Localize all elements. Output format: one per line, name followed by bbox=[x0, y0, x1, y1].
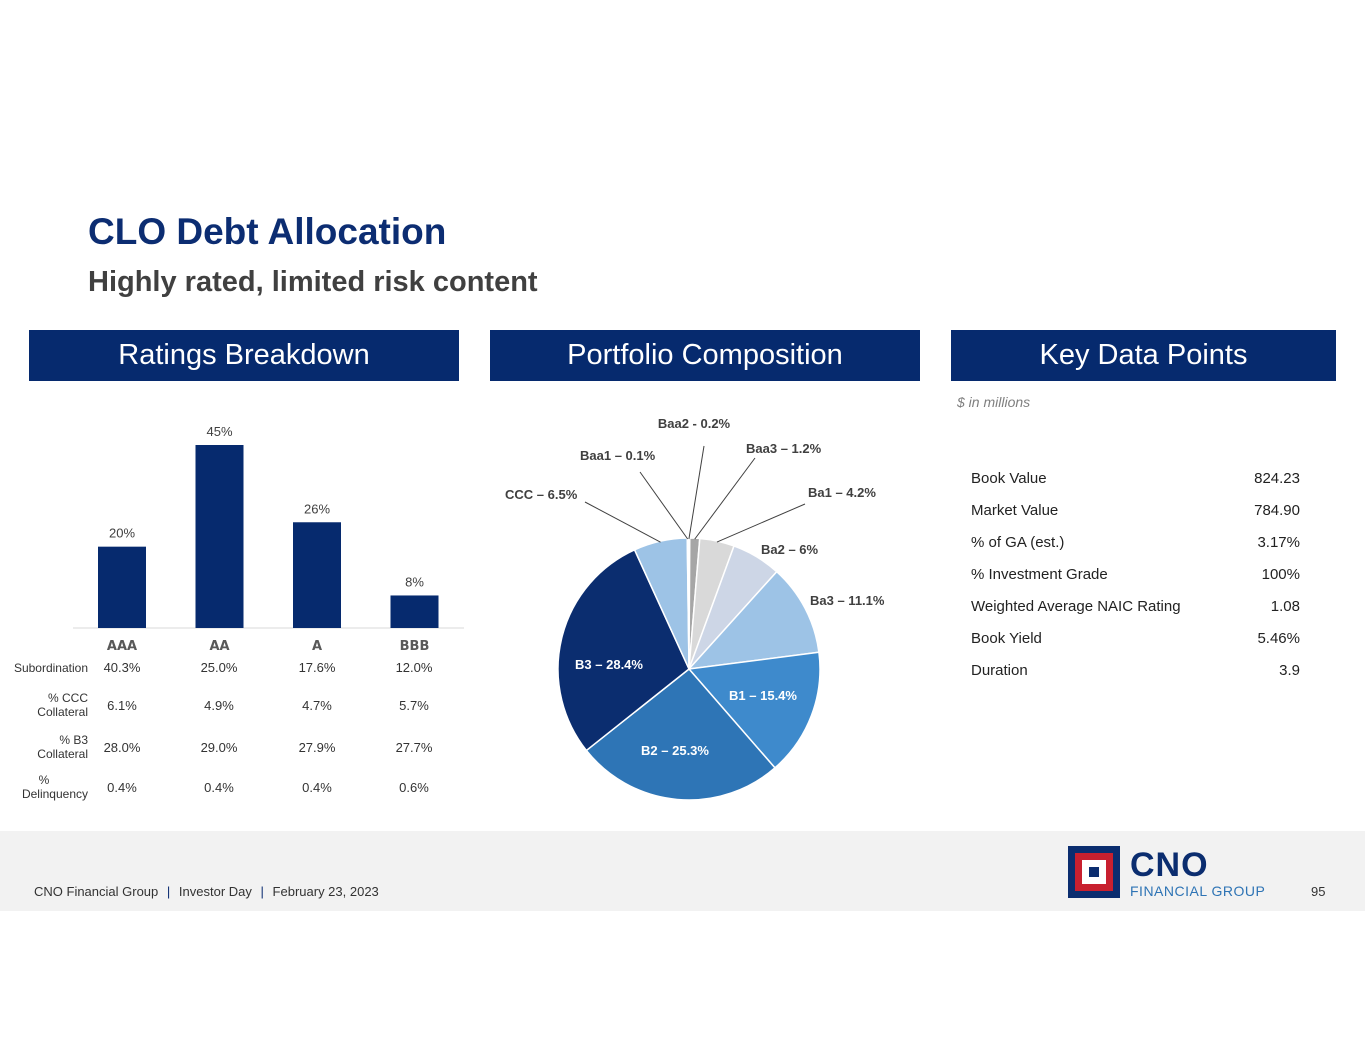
key-data-value: 1.08 bbox=[1270, 598, 1300, 615]
portfolio-composition-header: Portfolio Composition bbox=[490, 330, 920, 381]
bar-a bbox=[293, 522, 341, 628]
ratings-bar-chart: 20% AAA 45% AA 26% A 8% BBB bbox=[73, 424, 464, 654]
stat-row-label: Subordination bbox=[13, 661, 88, 675]
stat-row-label: % Delinquency bbox=[21, 773, 88, 801]
footer-bar bbox=[0, 831, 1365, 911]
pie-leader-line bbox=[694, 457, 756, 540]
pie-leader-line bbox=[584, 501, 661, 543]
page-subtitle: Highly rated, limited risk content bbox=[88, 266, 538, 298]
stat-value: 12.0% bbox=[395, 660, 433, 675]
bar-bbb bbox=[390, 595, 439, 628]
stat-row-label: % B3 Collateral bbox=[37, 733, 88, 761]
key-data-row: % of GA (est.) 3.17% bbox=[971, 534, 1300, 554]
footer-company: CNO Financial Group bbox=[34, 884, 159, 899]
stat-value: 29.0% bbox=[200, 740, 238, 755]
pie-leader-line bbox=[716, 503, 806, 543]
key-data-label: Duration bbox=[971, 662, 1028, 679]
key-data-label: Weighted Average NAIC Rating bbox=[971, 598, 1181, 615]
pie-slice-label: Ba3 – 11.1% bbox=[810, 593, 885, 608]
key-data-value: 100% bbox=[1261, 566, 1300, 583]
x-tick-label: A bbox=[312, 639, 322, 654]
key-data-row: Market Value 784.90 bbox=[971, 502, 1300, 522]
stat-value: 40.3% bbox=[103, 660, 141, 675]
stat-value: 0.4% bbox=[204, 780, 234, 795]
stat-value: 0.4% bbox=[107, 780, 137, 795]
pie-slice bbox=[687, 570, 820, 671]
stat-value: 4.7% bbox=[302, 698, 332, 713]
bar-data-label: 8% bbox=[405, 574, 424, 589]
key-data-value: 3.9 bbox=[1279, 662, 1300, 679]
bar-aaa bbox=[98, 546, 146, 628]
cno-logo-mark-icon bbox=[1068, 846, 1120, 898]
stat-value: 27.9% bbox=[298, 740, 336, 755]
stat-value: 0.6% bbox=[399, 780, 429, 795]
pie-slice-label: CCC – 6.5% bbox=[505, 487, 578, 502]
ratings-breakdown-header: Ratings Breakdown bbox=[29, 330, 459, 381]
x-tick-label: BBB bbox=[400, 639, 430, 654]
stat-row-label: % CCC Collateral bbox=[37, 691, 88, 719]
key-data-row: Book Value 824.23 bbox=[971, 470, 1300, 490]
x-tick-label: AA bbox=[209, 639, 229, 654]
footer-event: Investor Day bbox=[178, 884, 252, 899]
stat-value: 4.9% bbox=[204, 698, 234, 713]
footer-date: February 23, 2023 bbox=[272, 884, 379, 899]
footer-separator: | bbox=[260, 884, 264, 899]
units-note: $ in millions bbox=[957, 394, 1031, 410]
bar-data-label: 26% bbox=[304, 501, 330, 516]
key-data-value: 5.46% bbox=[1257, 630, 1300, 647]
pie-slice bbox=[557, 548, 690, 752]
pie-slice-label: Baa3 – 1.2% bbox=[746, 441, 822, 456]
key-data-row: % Investment Grade 100% bbox=[971, 566, 1300, 586]
stat-value: 17.6% bbox=[298, 660, 336, 675]
footer-text: CNO Financial Group | Investor Day | Feb… bbox=[34, 884, 379, 899]
key-data-row: Book Yield 5.46% bbox=[971, 630, 1300, 650]
page-number: 95 bbox=[1311, 884, 1326, 899]
stat-value: 27.7% bbox=[395, 740, 433, 755]
pie-slice-label: B2 – 25.3% bbox=[641, 743, 709, 758]
key-data-points-header: Key Data Points bbox=[951, 330, 1336, 381]
key-data-label: % of GA (est.) bbox=[971, 534, 1065, 551]
key-data-label: Market Value bbox=[971, 502, 1059, 519]
page-title: CLO Debt Allocation bbox=[88, 211, 447, 252]
stat-value: 0.4% bbox=[302, 780, 332, 795]
logo-tagline: FINANCIAL GROUP bbox=[1130, 883, 1266, 899]
pie-slice-label: Baa2 - 0.2% bbox=[658, 416, 731, 431]
stat-value: 25.0% bbox=[200, 660, 238, 675]
key-data-row: Duration 3.9 bbox=[971, 662, 1300, 682]
key-data-row: Weighted Average NAIC Rating 1.08 bbox=[971, 598, 1300, 618]
key-data-label: Book Value bbox=[971, 470, 1047, 487]
pie-leader-line bbox=[639, 471, 689, 540]
pie-leader-line bbox=[688, 445, 705, 540]
pie-slice-label: B1 – 15.4% bbox=[729, 688, 797, 703]
bar-aa bbox=[195, 445, 244, 628]
pie-slice bbox=[585, 667, 777, 801]
bar-data-label: 45% bbox=[206, 424, 232, 439]
stat-value: 5.7% bbox=[399, 698, 429, 713]
bar-data-label: 20% bbox=[109, 526, 135, 541]
pie-slice-label: Ba2 – 6% bbox=[761, 542, 819, 557]
cno-logo: CNO FINANCIAL GROUP bbox=[1068, 846, 1278, 900]
key-data-value: 3.17% bbox=[1257, 534, 1300, 551]
pie-slice-label: Baa1 – 0.1% bbox=[580, 448, 656, 463]
portfolio-pie-chart: Baa2 - 0.2% Baa3 – 1.2% Ba1 – 4.2% Ba2 – 6%… bbox=[505, 416, 885, 801]
pie-slice bbox=[687, 651, 821, 769]
pie-slice-label: B3 – 28.4% bbox=[575, 657, 643, 672]
key-data-value: 784.90 bbox=[1254, 502, 1300, 519]
stat-value: 28.0% bbox=[103, 740, 141, 755]
x-tick-label: AAA bbox=[107, 639, 137, 654]
key-data-label: Book Yield bbox=[971, 630, 1042, 647]
pie-slice-label: Ba1 – 4.2% bbox=[808, 485, 876, 500]
key-data-value: 824.23 bbox=[1254, 470, 1300, 487]
footer-separator: | bbox=[166, 884, 171, 899]
logo-name: CNO bbox=[1130, 846, 1209, 884]
stat-value: 6.1% bbox=[107, 698, 137, 713]
key-data-label: % Investment Grade bbox=[971, 566, 1108, 583]
